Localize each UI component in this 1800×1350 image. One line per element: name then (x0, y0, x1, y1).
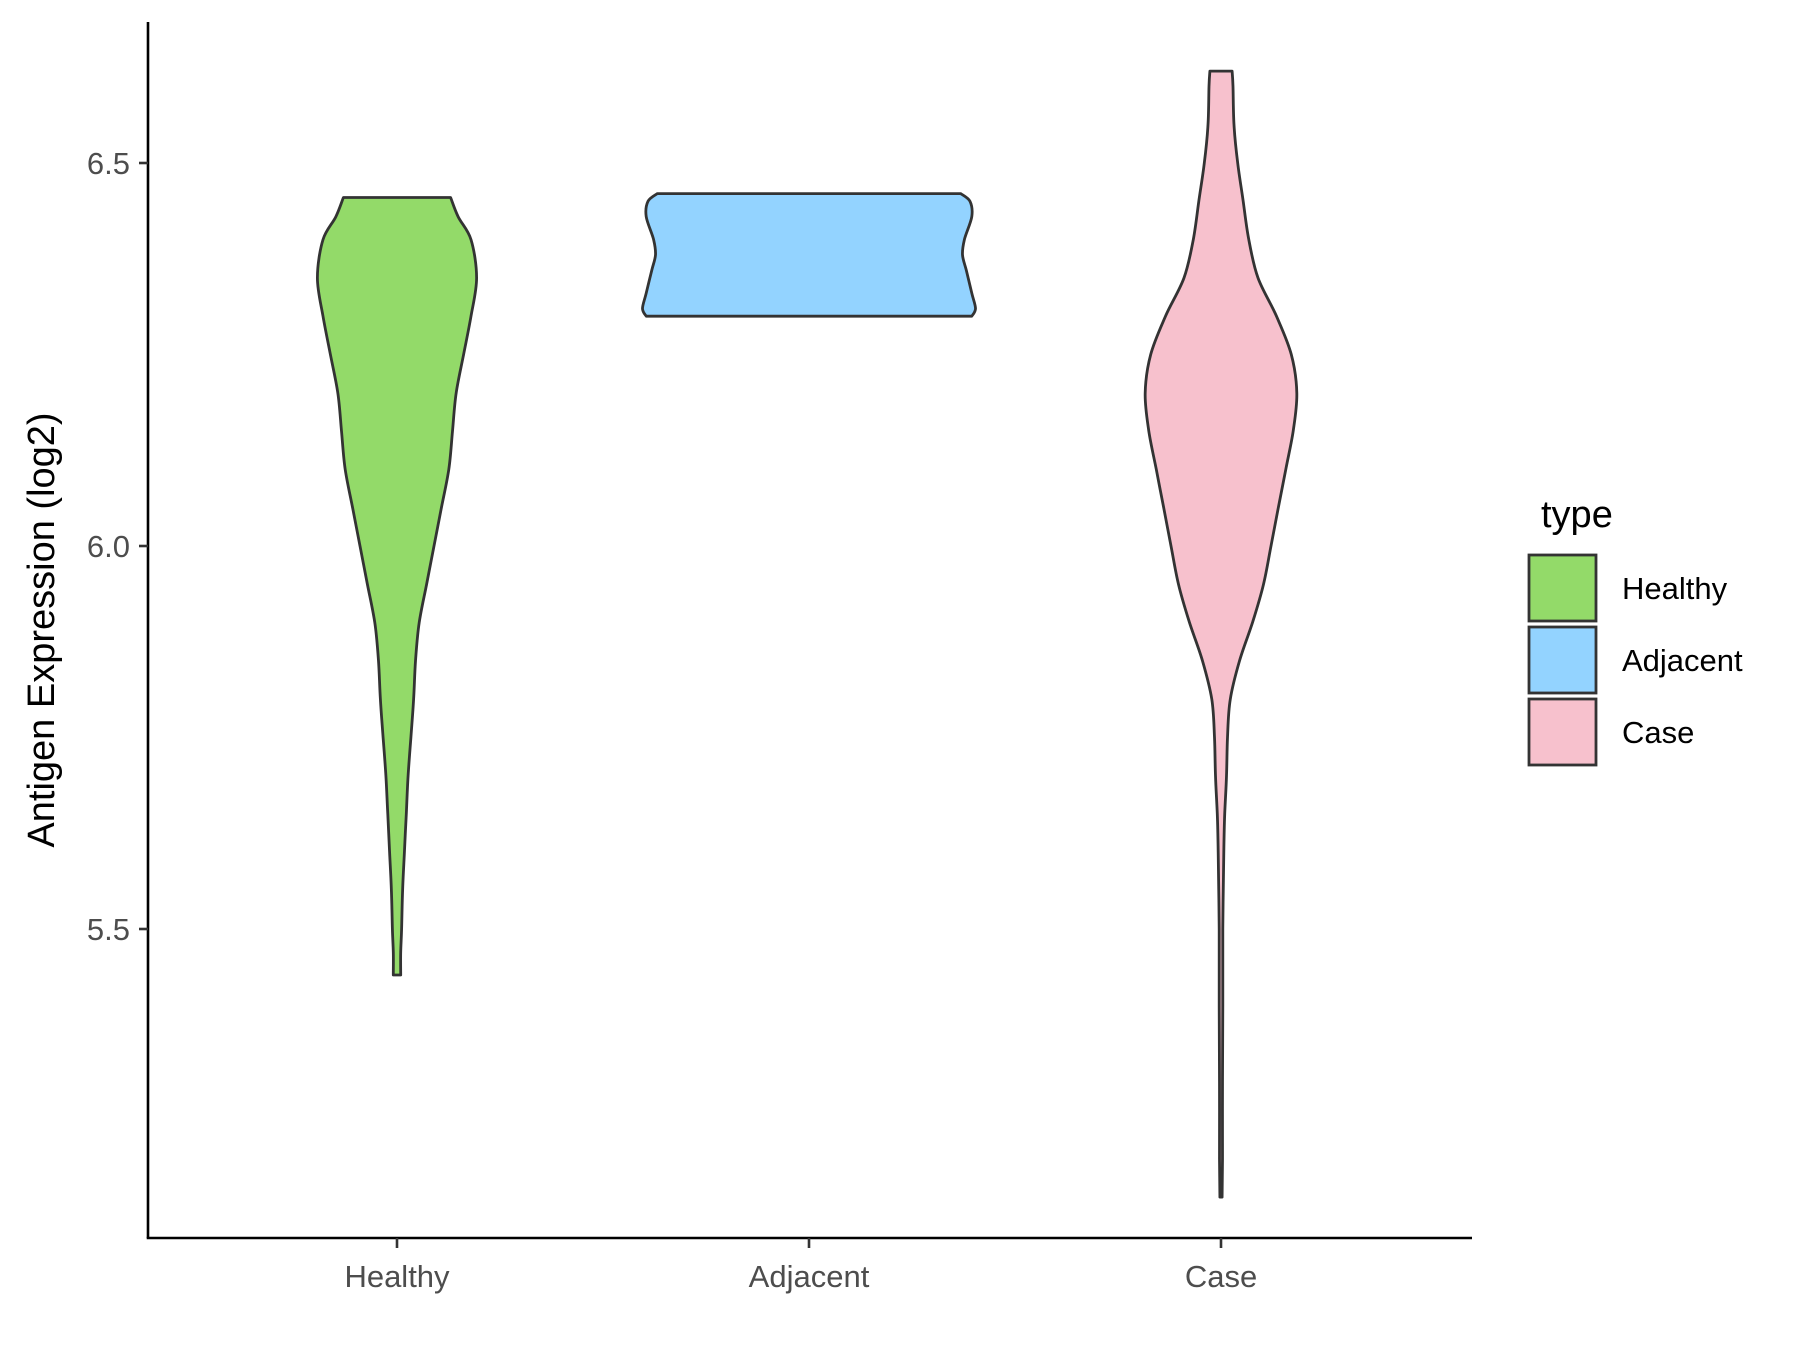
y-tick-label: 6.5 (87, 146, 130, 181)
legend-items: Healthy Adjacent Case (1527, 553, 1743, 767)
x-tick-label: Adjacent (749, 1259, 870, 1294)
legend: type Healthy Adjacent Case (1527, 494, 1743, 767)
x-tick-label: Healthy (344, 1259, 450, 1294)
violins-layer (316, 69, 1299, 1199)
violin-case (1143, 69, 1299, 1199)
y-tick-label: 6.0 (87, 529, 130, 564)
violin-healthy (316, 196, 478, 977)
legend-key-healthy (1527, 553, 1598, 623)
y-tick-label: 5.5 (87, 912, 130, 947)
legend-label-case: Case (1622, 715, 1694, 750)
legend-label-healthy: Healthy (1622, 571, 1728, 606)
legend-key-case (1527, 697, 1598, 767)
legend-label-adjacent: Adjacent (1622, 643, 1743, 678)
y-axis-title: Antigen Expression (log2) (21, 412, 63, 847)
x-axis-ticks: Healthy Adjacent Case (344, 1238, 1257, 1294)
x-tick-label: Case (1185, 1259, 1257, 1294)
legend-key-adjacent (1527, 625, 1598, 695)
violin-adjacent (641, 192, 977, 318)
legend-title: type (1541, 494, 1613, 536)
y-axis-ticks: 5.5 6.0 6.5 (87, 146, 148, 947)
